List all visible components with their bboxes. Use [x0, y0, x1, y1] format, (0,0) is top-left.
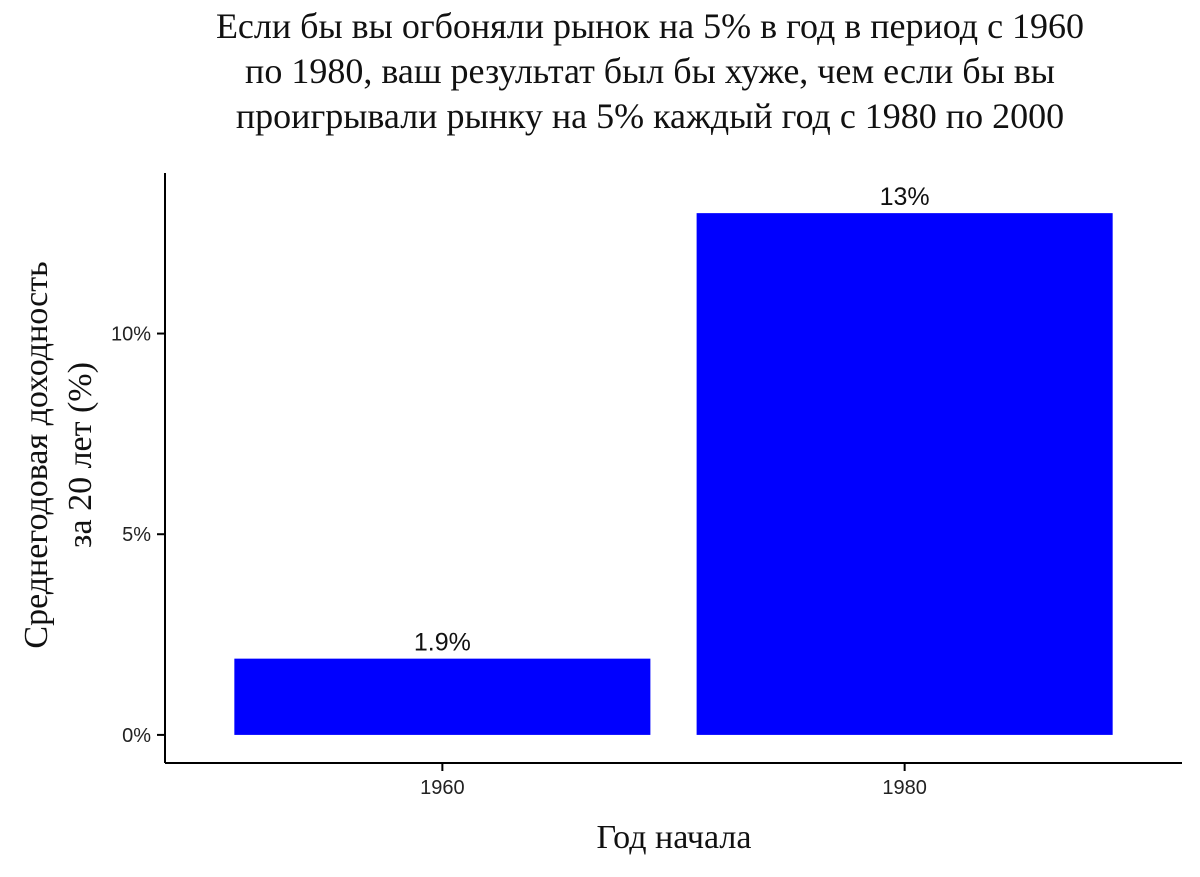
y-axis-title-line-2: за 20 лет (%) — [62, 362, 99, 548]
chart-title: Если бы вы огбоняли рынок на 5% в год в … — [216, 6, 1084, 136]
y-axis-title-line-1: Среднегодовая доходность — [18, 261, 55, 648]
y-axis-ticks: 0% 5% 10% — [111, 324, 165, 747]
y-axis-title: Среднегодовая доходность за 20 лет (%) — [18, 261, 99, 648]
y-tick-label-5: 5% — [122, 524, 151, 546]
x-axis-ticks: 1960 1980 — [420, 763, 927, 799]
data-label-1980: 13% — [880, 183, 930, 211]
chart-title-line-3: проигрывали рынку на 5% каждый год с 198… — [236, 96, 1064, 136]
value-labels-group: 1.9% 13% — [414, 183, 930, 657]
x-tick-label-1980: 1980 — [882, 777, 927, 799]
chart-title-line-2: по 1980, ваш результат был бы хуже, чем … — [245, 51, 1055, 91]
y-tick-label-0: 0% — [122, 725, 151, 747]
x-axis-title: Год начала — [597, 819, 752, 856]
y-tick-label-10: 10% — [111, 324, 151, 346]
bars-group — [234, 213, 1113, 735]
chart-title-line-1: Если бы вы огбоняли рынок на 5% в год в … — [216, 6, 1084, 46]
bar-1960 — [234, 658, 651, 735]
data-label-1960: 1.9% — [414, 629, 471, 657]
x-tick-label-1960: 1960 — [420, 777, 465, 799]
bar-1980 — [696, 213, 1113, 735]
